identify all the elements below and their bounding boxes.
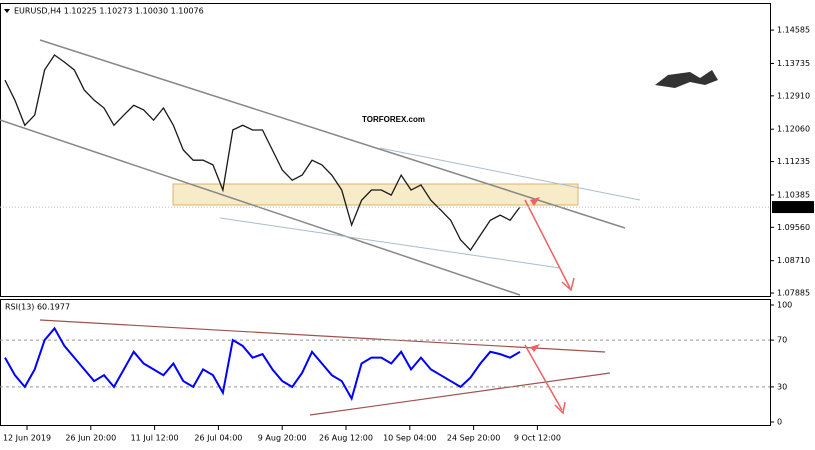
- price-line: [4, 54, 521, 252]
- x-tick-label: 26 Jun 20:00: [65, 434, 116, 443]
- x-tick-label: 9 Aug 20:00: [258, 434, 307, 443]
- rsi-line: [4, 326, 521, 402]
- x-tick-label: 26 Jul 04:00: [194, 434, 242, 443]
- support-zone: [172, 183, 579, 206]
- y-tick-label: 1.12910: [777, 91, 810, 100]
- arrow-head: [530, 344, 540, 352]
- forecast-arrow: [524, 199, 575, 292]
- rsi-tick-label: 70: [777, 336, 787, 345]
- menu-arrow[interactable]: [4, 9, 10, 13]
- last-price-box: [772, 201, 814, 214]
- rsi-trend-line: [39, 319, 606, 353]
- rsi-tick-label: 0: [777, 418, 782, 427]
- y-tick-label: 1.10385: [777, 190, 810, 199]
- logo: TORFOREX.com: [362, 115, 425, 124]
- rsi-panel: [0, 299, 771, 426]
- y-tick-label: 1.11235: [777, 157, 810, 166]
- forecast-arrow: [524, 344, 566, 415]
- x-tick-label: 10 Sep 04:00: [383, 434, 436, 443]
- chart-title: EURUSD,H4 1.10225 1.10273 1.10030 1.1007…: [14, 7, 204, 16]
- y-tick-label: 1.07885: [777, 289, 810, 298]
- y-tick-label: 1.08710: [777, 256, 810, 265]
- arrow-head: [530, 197, 540, 206]
- x-tick-label: 26 Aug 12:00: [319, 434, 373, 443]
- channel-line: [0, 119, 521, 296]
- rsi-trend-line: [309, 372, 611, 416]
- channel-line: [39, 39, 626, 229]
- x-tick-label: 11 Jul 12:00: [131, 434, 179, 443]
- trend-line: [379, 147, 641, 201]
- x-tick-label: 24 Sep 20:00: [447, 434, 500, 443]
- logo-bull: [655, 70, 718, 88]
- last-price-label: 1.10076: [775, 203, 808, 212]
- x-tick-label: 12 Jun 2019: [3, 434, 51, 443]
- price-panel: [0, 3, 771, 297]
- rsi-tick-label: 30: [777, 382, 787, 391]
- trend-line: [219, 217, 561, 269]
- y-tick-label: 1.12060: [777, 125, 810, 134]
- rsi-tick-label: 100: [777, 301, 792, 310]
- x-tick-label: 9 Oct 12:00: [514, 434, 561, 443]
- y-tick-label: 1.09560: [777, 223, 810, 232]
- rsi-title: RSI(13) 60.1977: [5, 303, 70, 312]
- y-tick-label: 1.13735: [777, 59, 810, 68]
- y-tick-label: 1.14585: [777, 26, 810, 35]
